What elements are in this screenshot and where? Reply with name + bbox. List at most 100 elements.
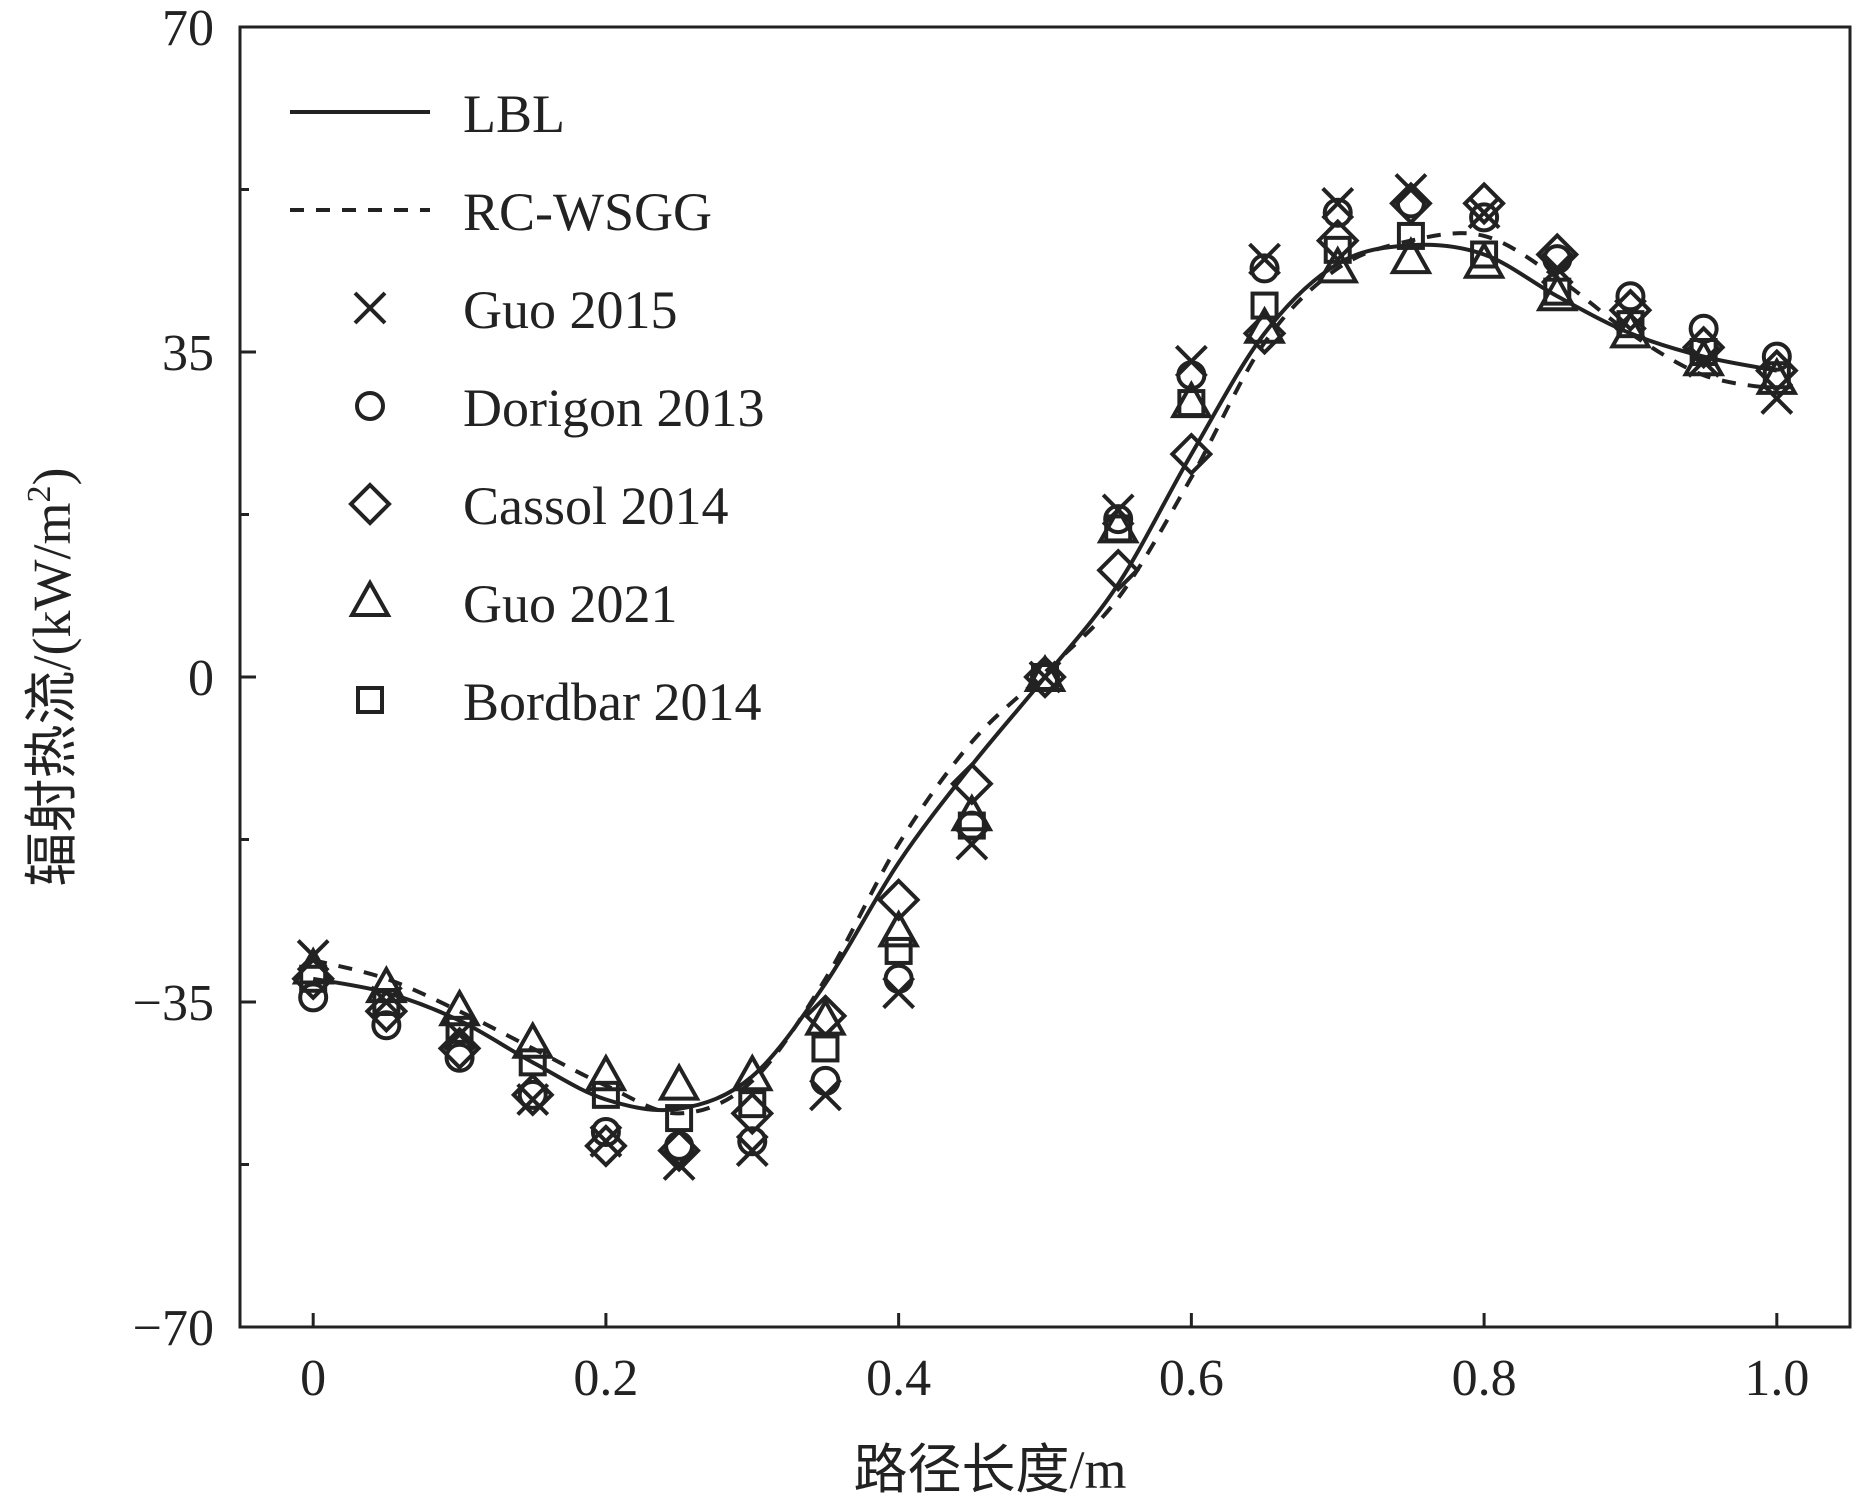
- legend-item-cassol-2014: Cassol 2014: [348, 476, 729, 536]
- y-tick-label: 0: [188, 650, 214, 707]
- legend-label: LBL: [463, 84, 565, 144]
- series-markers-bordbar-2014: [299, 221, 1791, 1133]
- marker-dorigon-2013: [1249, 253, 1280, 284]
- x-axis-label: 路径长度/m: [853, 1440, 1126, 1500]
- marker-dorigon-2013: [1469, 202, 1500, 233]
- marker-dorigon-2013: [1395, 188, 1426, 219]
- marker-guo-2021: [730, 1053, 774, 1092]
- tick-labels: 0 0.2 0.4 0.6 0.8 1.0 −70 −35 0 35 70: [133, 0, 1810, 1407]
- marker-bordbar-2014: [1323, 235, 1352, 264]
- marker-cassol-2014: [1242, 311, 1287, 356]
- marker-dorigon-2013: [737, 1126, 768, 1157]
- x-tick-label: 0.4: [866, 1350, 931, 1407]
- marker-guo-2021: [1243, 305, 1286, 344]
- marker-dorigon-2013: [444, 1042, 475, 1073]
- marker-guo-2021: [1389, 236, 1433, 275]
- marker-guo-2021: [364, 964, 408, 1004]
- marker-bordbar-2014: [591, 1080, 620, 1109]
- marker-bordbar-2014: [665, 1104, 694, 1133]
- y-tick-label: 70: [162, 0, 214, 57]
- y-tick-label: −70: [133, 1300, 214, 1357]
- marker-bordbar-2014: [1396, 221, 1425, 250]
- legend-item-guo-2021: Guo 2021: [348, 574, 678, 634]
- legend-item-bordbar-2014: Bordbar 2014: [356, 672, 761, 732]
- marker-dorigon-2013: [371, 1010, 402, 1041]
- legend-item-lbl: LBL: [290, 84, 565, 144]
- legend-label: Cassol 2014: [463, 476, 729, 536]
- legend-marker-cassol-2014: [348, 482, 392, 526]
- marker-bordbar-2014: [518, 1048, 547, 1077]
- legend-label: RC-WSGG: [463, 182, 712, 242]
- series-line-rc-wsgg: [312, 231, 1778, 1116]
- marker-bordbar-2014: [1689, 338, 1718, 366]
- marker-cassol-2014: [510, 1073, 555, 1117]
- marker-dorigon-2013: [664, 1130, 695, 1161]
- marker-guo-2021: [438, 988, 481, 1027]
- y-tick-label: 35: [162, 325, 214, 382]
- marker-guo-2021: [1609, 310, 1652, 349]
- x-tick-label: 0.6: [1159, 1350, 1224, 1407]
- marker-bordbar-2014: [1470, 240, 1499, 269]
- marker-dorigon-2013: [883, 963, 914, 994]
- marker-cassol-2014: [1096, 548, 1141, 593]
- marker-cassol-2014: [1608, 288, 1653, 333]
- legend-label: Guo 2021: [463, 574, 678, 634]
- marker-guo-2021: [804, 997, 847, 1036]
- y-axis-label-close: ): [22, 468, 82, 486]
- marker-dorigon-2013: [1761, 341, 1792, 372]
- marker-guo-2021: [1316, 245, 1360, 284]
- marker-guo-2021: [1682, 338, 1726, 377]
- marker-guo-2015: [1248, 242, 1281, 276]
- marker-bordbar-2014: [1031, 663, 1059, 691]
- legend-marker-bordbar-2014: [356, 686, 384, 714]
- x-tick-label: 1.0: [1744, 1350, 1809, 1407]
- marker-dorigon-2013: [810, 1065, 841, 1096]
- marker-cassol-2014: [584, 1124, 628, 1168]
- x-tick-label: 0.2: [573, 1350, 638, 1407]
- marker-bordbar-2014: [957, 811, 986, 840]
- marker-bordbar-2014: [884, 936, 913, 965]
- marker-bordbar-2014: [445, 1015, 474, 1044]
- x-tick-label: 0: [300, 1350, 326, 1407]
- marker-guo-2015-stroke-b: [589, 1124, 623, 1158]
- legend-item-rc-wsgg: RC-WSGG: [290, 182, 712, 242]
- marker-guo-2015-stroke-b: [1321, 187, 1355, 220]
- marker-bordbar-2014: [372, 988, 401, 1016]
- marker-guo-2021: [657, 1062, 701, 1101]
- marker-bordbar-2014: [1104, 514, 1133, 543]
- y-axis-label-main: 辐射热流/(kW/m: [22, 503, 82, 887]
- series-markers-guo-2021: [291, 236, 1799, 1101]
- marker-bordbar-2014: [1177, 389, 1206, 418]
- marker-cassol-2014: [657, 1128, 701, 1173]
- legend-marker-dorigon-2013: [355, 391, 385, 421]
- marker-bordbar-2014: [1250, 291, 1279, 320]
- marker-guo-2021: [511, 1020, 555, 1059]
- marker-guo-2015-stroke-b: [735, 1134, 769, 1167]
- marker-dorigon-2013: [590, 1117, 621, 1147]
- marker-dorigon-2013: [1322, 197, 1353, 228]
- y-axis-label-superscript: 2: [21, 486, 58, 503]
- marker-guo-2015: [589, 1124, 623, 1158]
- ticks: [240, 25, 1779, 1329]
- marker-bordbar-2014: [1762, 361, 1791, 390]
- marker-cassol-2014: [876, 878, 921, 922]
- marker-guo-2015-stroke-b: [1248, 242, 1281, 276]
- marker-guo-2015: [735, 1134, 769, 1167]
- legend-item-guo-2015: Guo 2015: [353, 280, 678, 340]
- x-tick-label: 0.8: [1452, 1350, 1517, 1407]
- legend: LBL RC-WSGG Guo 2015 Dorigon 2013 Cassol 201…: [290, 84, 764, 732]
- series-markers: [291, 173, 1799, 1181]
- marker-cassol-2014: [1169, 432, 1214, 476]
- legend-marker-guo-2015-stroke-b: [353, 291, 387, 325]
- marker-guo-2021: [1462, 240, 1506, 279]
- marker-dorigon-2013: [517, 1079, 548, 1110]
- marker-bordbar-2014: [1616, 310, 1645, 339]
- marker-bordbar-2014: [299, 964, 328, 993]
- marker-dorigon-2013: [1615, 281, 1646, 312]
- legend-label: Bordbar 2014: [463, 672, 761, 732]
- marker-bordbar-2014: [811, 1034, 840, 1063]
- y-tick-label: −35: [133, 975, 214, 1032]
- marker-guo-2021: [584, 1053, 628, 1092]
- marker-cassol-2014: [949, 761, 994, 806]
- marker-guo-2021: [1535, 273, 1579, 312]
